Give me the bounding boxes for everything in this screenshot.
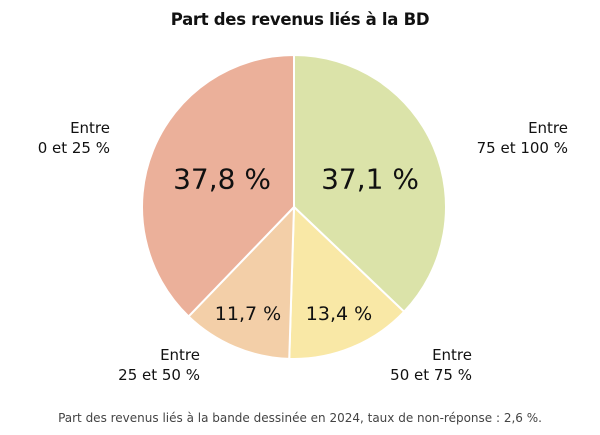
pie-slice bbox=[293, 53, 447, 314]
pie-slice bbox=[288, 204, 406, 360]
label-75-100: Entre 75 et 100 % bbox=[476, 119, 568, 157]
pie-slice bbox=[187, 204, 296, 360]
label-50-75: Entre 50 et 75 % bbox=[390, 346, 472, 384]
slice-value-0-25: 37,8 % bbox=[173, 162, 271, 196]
label-0-25: Entre 0 et 25 % bbox=[37, 119, 110, 157]
slice-value-75-100: 37,1 % bbox=[321, 162, 419, 196]
chart-caption: Part des revenus liés à la bande dessiné… bbox=[58, 411, 542, 425]
slice-value-50-75: 13,4 % bbox=[305, 303, 373, 325]
slice-value-25-50: 11,7 % bbox=[214, 303, 282, 325]
chart-title: Part des revenus liés à la BD bbox=[170, 10, 430, 29]
pie-slice bbox=[141, 53, 295, 318]
label-25-50: Entre 25 et 50 % bbox=[118, 346, 200, 384]
